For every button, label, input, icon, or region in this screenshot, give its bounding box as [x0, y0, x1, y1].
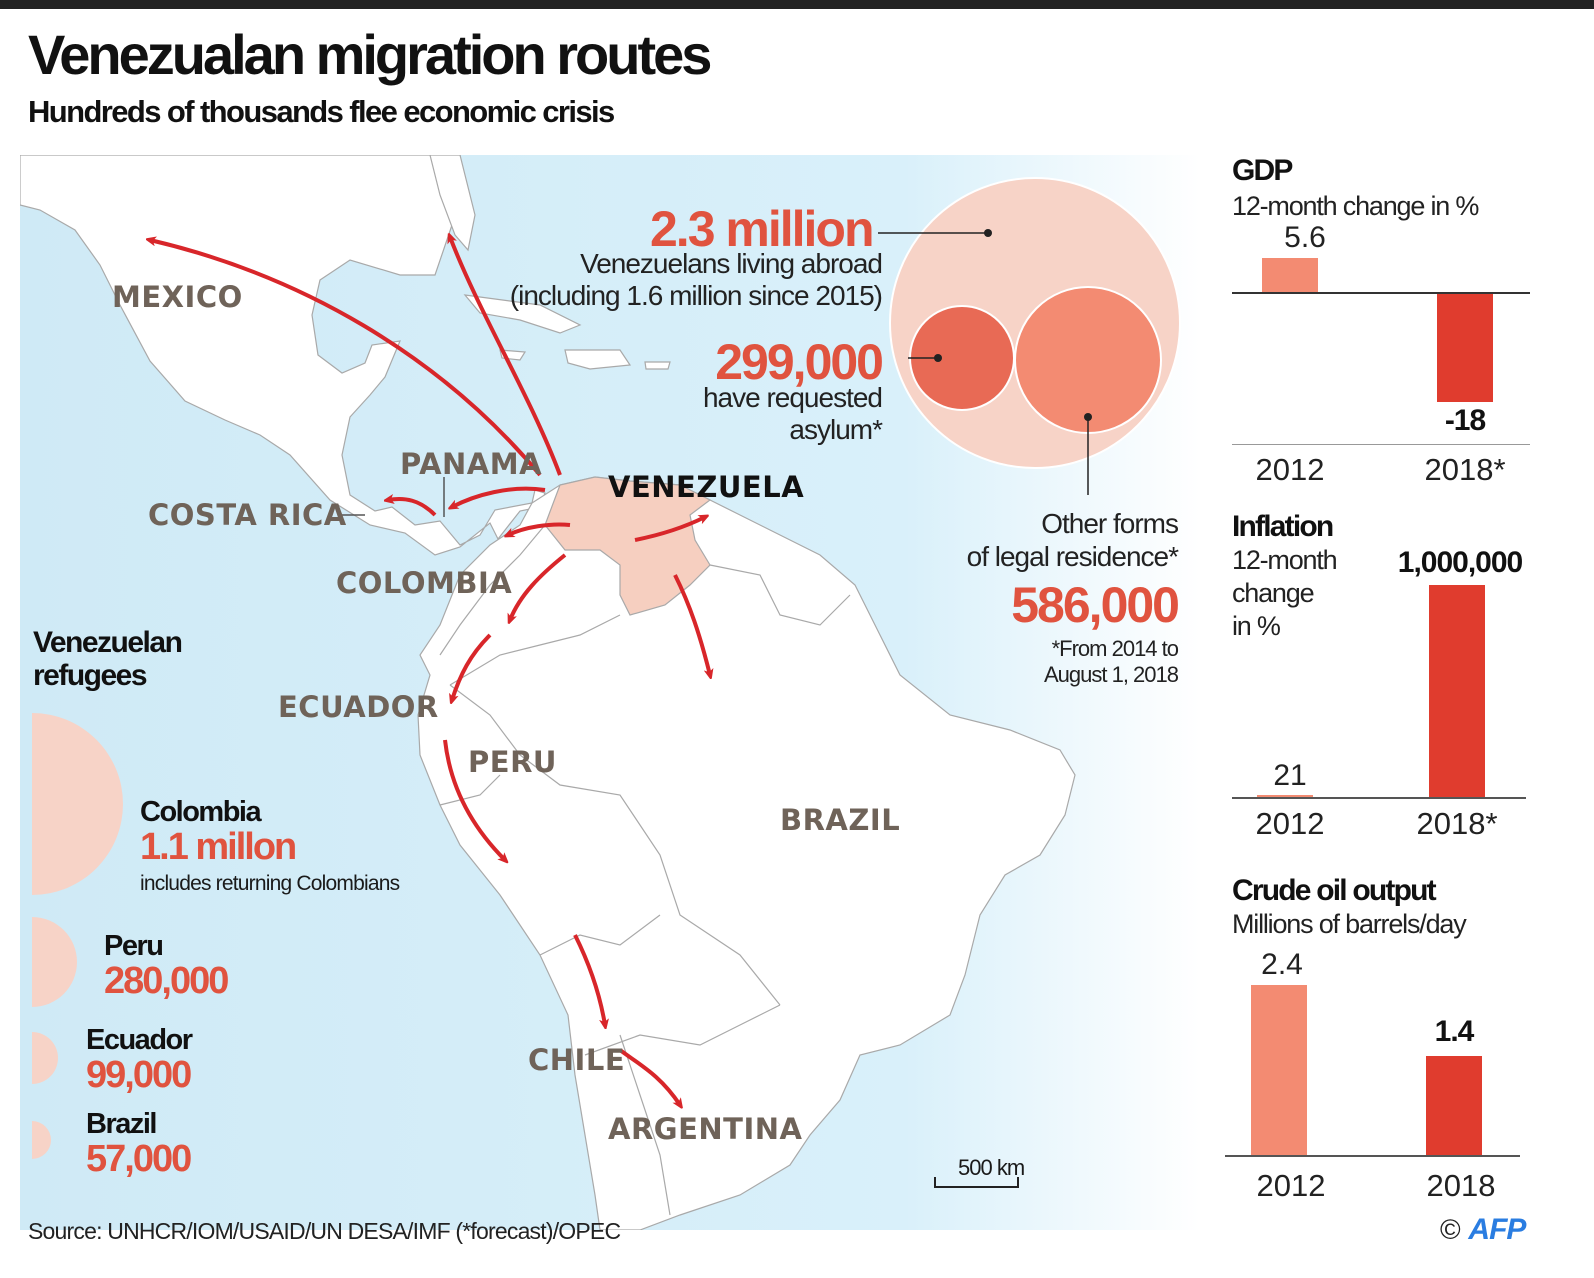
label-panama: PANAMA	[400, 447, 543, 481]
bubble-legal	[1014, 286, 1162, 434]
legal-value: 586,000	[1011, 577, 1180, 633]
refugee-note-colombia: includes returning Colombians	[140, 872, 400, 895]
label-brazil: BRAZIL	[780, 803, 901, 837]
inflation-base-line	[1232, 797, 1526, 799]
refugee-value-colombia: 1.1 millon	[140, 826, 297, 868]
gdp-label-2012: 5.6	[1284, 221, 1326, 254]
refugee-circle-colombia	[32, 713, 123, 895]
asylum-line1: have requested	[702, 382, 883, 413]
abroad-total-line1: Venezuelans living abroad	[580, 248, 883, 279]
scale-bar	[934, 1177, 1019, 1188]
inflation-subtitle-1: 12-month	[1232, 545, 1338, 575]
refugee-circle-ecuador	[32, 1032, 58, 1084]
inflation-title: Inflation	[1232, 510, 1334, 543]
land-florida	[429, 155, 476, 252]
arrow-to-panama	[452, 486, 546, 507]
asylum-value: 299,000	[715, 334, 884, 390]
oil-base-line	[1225, 1155, 1520, 1157]
arrow-to-argentina	[618, 1048, 680, 1105]
label-ecuador: ECUADOR	[278, 690, 439, 724]
refugee-country-peru: Peru	[104, 930, 164, 962]
page-title: Venezualan migration routes	[28, 23, 712, 86]
legal-line1: Other forms	[1041, 508, 1179, 539]
inflation-year-2018: 2018*	[1416, 806, 1498, 841]
arrow-to-mexico	[150, 240, 542, 477]
copyright-symbol: ©	[1440, 1214, 1461, 1245]
gdp-bar-2012	[1262, 257, 1318, 292]
afp-credit: © AFP	[1440, 1213, 1526, 1247]
gdp-title: GDP	[1232, 154, 1293, 187]
legal-line2: of legal residence*	[966, 541, 1179, 572]
arrow-to-chile	[573, 934, 605, 1025]
inflation-label-2018: 1,000,000	[1397, 546, 1523, 579]
abroad-total-value: 2.3 million	[650, 201, 875, 257]
oil-year-2018: 2018	[1426, 1168, 1496, 1203]
label-venezuela: VENEZUELA	[608, 470, 805, 504]
arrow-to-costarica	[388, 499, 437, 517]
refugees-heading-line2: refugees	[33, 659, 148, 692]
footnote-line2: August 1, 2018	[1043, 662, 1179, 687]
refugee-circle-brazil	[32, 1121, 51, 1159]
oil-subtitle: Millions of barrels/day	[1232, 909, 1467, 939]
page-subtitle: Hundreds of thousands flee economic cris…	[28, 94, 615, 129]
land-puertorico	[644, 361, 671, 370]
inflation-subtitle-2: change	[1232, 578, 1315, 608]
label-mexico: MEXICO	[112, 280, 243, 314]
gdp-bar-2018	[1437, 292, 1493, 402]
footnote-line1: *From 2014 to	[1051, 636, 1179, 661]
label-chile: CHILE	[528, 1043, 626, 1077]
land-south-america	[417, 476, 1076, 1230]
label-colombia: COLOMBIA	[336, 566, 513, 600]
refugee-value-ecuador: 99,000	[86, 1054, 192, 1096]
refugee-value-brazil: 57,000	[86, 1138, 192, 1180]
gdp-year-2012: 2012	[1255, 452, 1325, 487]
refugee-value-peru: 280,000	[104, 960, 229, 1002]
inflation-bar-2018	[1429, 585, 1485, 797]
gdp-base-line	[1232, 444, 1530, 445]
arrow-to-colombia	[508, 522, 571, 535]
oil-label-2018: 1.4	[1434, 1015, 1475, 1048]
gdp-zero-axis	[1232, 292, 1530, 294]
arrow-to-peru-north	[452, 633, 492, 700]
refugee-country-brazil: Brazil	[86, 1108, 157, 1140]
arrow-to-ecuador	[510, 553, 567, 620]
arrow-to-usa	[450, 237, 562, 476]
inflation-subtitle-3: in %	[1232, 611, 1281, 641]
inflation-year-2012: 2012	[1255, 806, 1325, 841]
inflation-bar-2012	[1257, 795, 1313, 797]
gdp-subtitle: 12-month change in %	[1232, 191, 1479, 221]
oil-title: Crude oil output	[1232, 874, 1437, 907]
gdp-label-2018: -18	[1444, 404, 1486, 437]
afp-logo: AFP	[1468, 1213, 1526, 1246]
refugees-heading-line1: Venezuelan	[33, 626, 183, 659]
inflation-label-2012: 21	[1273, 759, 1307, 792]
oil-label-2012: 2.4	[1261, 948, 1303, 981]
land-cuba	[463, 294, 582, 334]
top-rule	[0, 0, 1594, 9]
land-hispaniola	[564, 349, 632, 370]
abroad-total-line2: (including 1.6 million since 2015)	[509, 280, 883, 311]
source-note: Source: UNHCR/IOM/USAID/UN DESA/IMF (*fo…	[28, 1218, 621, 1244]
arrow-to-peru	[443, 739, 505, 860]
label-peru: PERU	[468, 745, 557, 779]
country-borders	[439, 524, 851, 1216]
land-venezuela	[544, 476, 712, 616]
gdp-year-2018: 2018*	[1424, 452, 1506, 487]
oil-year-2012: 2012	[1256, 1168, 1326, 1203]
label-argentina: ARGENTINA	[608, 1112, 803, 1146]
migration-arrows	[150, 237, 710, 1105]
refugee-circle-peru	[32, 917, 77, 1007]
oil-bar-2012	[1251, 985, 1307, 1155]
refugee-country-ecuador: Ecuador	[86, 1024, 193, 1056]
scale-label: 500 km	[958, 1155, 1025, 1180]
oil-bar-2018	[1426, 1055, 1482, 1155]
refugee-country-colombia: Colombia	[140, 796, 262, 828]
arrow-to-brazil	[673, 574, 710, 675]
asylum-line2: asylum*	[789, 414, 883, 445]
arrow-to-caribbean	[634, 517, 705, 542]
label-costa-rica: COSTA RICA	[148, 498, 347, 532]
land-north-america	[20, 155, 546, 556]
migration-map	[20, 155, 1200, 1230]
